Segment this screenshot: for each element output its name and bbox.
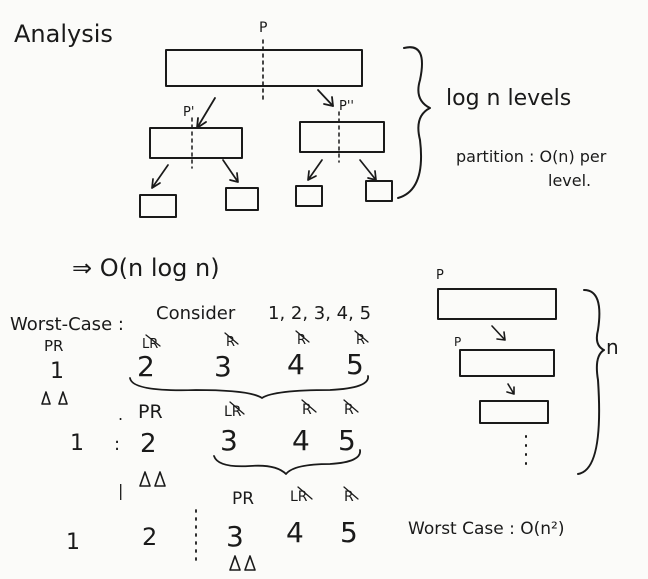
row1-strike-r3 (224, 332, 239, 345)
row1-brace (129, 375, 369, 399)
row1-tag-r4: R (297, 333, 306, 348)
row3-pointer-arrows (229, 555, 256, 571)
row2-value-3: 3 (220, 424, 238, 457)
row1-value-4: 4 (287, 348, 305, 381)
row2-colon: : (114, 434, 120, 455)
row2-pointer-arrows (139, 471, 166, 487)
leaf-box-1 (139, 194, 177, 218)
stack-array-1 (437, 288, 557, 320)
row3-strike-r5 (343, 486, 359, 500)
levels-brace (397, 46, 431, 199)
row2-value-1: 1 (70, 431, 84, 456)
row2-strike-r5 (343, 399, 359, 413)
row2-value-2: 2 (140, 429, 157, 459)
row3-value-4: 4 (286, 516, 304, 549)
leaf-box-4 (365, 180, 393, 202)
row2-brace (213, 449, 361, 475)
row1-strike-r4 (295, 330, 310, 343)
right-pivot-label: P'' (339, 99, 354, 114)
row2-strike-r4 (301, 399, 317, 413)
stack-depth-label: n (606, 335, 619, 359)
row2-separator-dots: . (118, 405, 123, 424)
row1-tag-pr: PR (44, 337, 63, 355)
stack-array-2 (459, 349, 555, 377)
stack-arrow-1 (491, 325, 506, 341)
leaf-box-2 (225, 187, 259, 211)
row3-strike-lr (297, 486, 313, 500)
row1-strike-r5 (354, 330, 369, 343)
row2-tag-pr: PR (138, 401, 163, 423)
row2-tag-lr: LR (224, 404, 242, 420)
row1-pointer-arrows (41, 391, 68, 405)
stack-second-pivot-label: P (454, 335, 461, 349)
row3-tag-pr: PR (232, 489, 254, 509)
row1-strike-lr (145, 334, 161, 347)
worst-case-heading: Worst-Case : (10, 314, 124, 335)
right-subarray-box (299, 121, 385, 153)
row1-tag-r3: R (226, 335, 235, 350)
average-case-result: ⇒ O(n log n) (72, 254, 220, 282)
root-pivot-label: P (259, 20, 267, 36)
partition-note-line2: level. (548, 171, 591, 190)
leaf-box-3 (295, 185, 323, 207)
arrow-rl (307, 159, 323, 181)
row1-value-2: 2 (137, 350, 155, 383)
sequence-label: 1, 2, 3, 4, 5 (268, 303, 371, 324)
arrow-lr (222, 159, 239, 183)
arrow-to-right-subarray (317, 89, 334, 107)
row3-tag-lr: LR (290, 489, 308, 505)
consider-label: Consider (156, 303, 236, 324)
left-subarray-box (149, 127, 243, 159)
recursion-tree: P P' P'' log n levels partition : O(n) p… (139, 20, 607, 218)
root-array-box (165, 49, 363, 87)
row3-value-2: 2 (142, 523, 157, 551)
arrow-to-left-subarray (196, 97, 216, 129)
row3-tag-r5: R (344, 489, 354, 505)
worst-case-section: Worst-Case : Consider 1, 2, 3, 4, 5 PR L… (10, 268, 619, 571)
row2-value-4: 4 (292, 424, 310, 457)
stack-arrow-2 (506, 383, 515, 395)
left-pivot-label: P' (183, 105, 194, 120)
row1-value-1: 1 (50, 359, 64, 384)
row1-value-5: 5 (346, 348, 364, 381)
stack-array-3 (479, 400, 549, 424)
row1-value-3: 3 (214, 350, 232, 383)
row2-value-5: 5 (338, 424, 356, 457)
row2-tag-r4: R (302, 402, 312, 418)
analysis-title: Analysis (14, 20, 113, 48)
row3-value-5: 5 (340, 516, 358, 549)
row1-tag-r5: R (356, 333, 365, 348)
stack-depth-brace (577, 289, 605, 475)
row3-value-3: 3 (226, 520, 244, 553)
levels-note: log n levels (446, 86, 571, 111)
arrow-ll (151, 164, 169, 189)
row3-value-1: 1 (66, 530, 80, 555)
row2-strike-lr (229, 401, 245, 415)
arrow-rr (359, 159, 377, 181)
worst-case-result: Worst Case : O(n²) (408, 519, 565, 539)
row2-tick: | (118, 481, 123, 500)
partition-note-line1: partition : O(n) per (456, 147, 607, 166)
arrow-head-right (323, 96, 334, 107)
stack-root-pivot-label: P (436, 268, 444, 283)
row2-tag-r5: R (344, 402, 354, 418)
